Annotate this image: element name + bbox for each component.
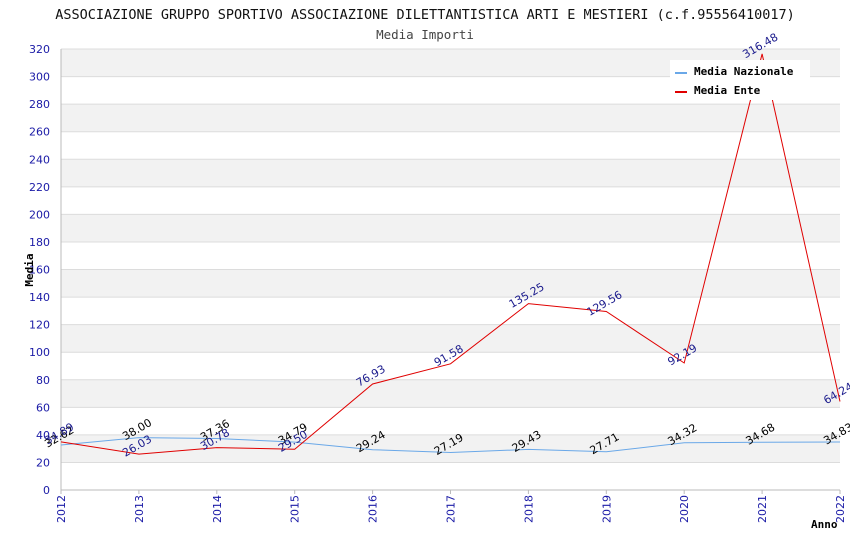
grid-band <box>61 186 840 215</box>
grid-band <box>61 379 840 408</box>
grid-band <box>61 214 840 242</box>
x-tick-label: 2018 <box>522 495 535 523</box>
y-tick-label: 0 <box>43 484 50 497</box>
grid-band <box>61 324 840 353</box>
x-tick-label: 2016 <box>367 495 380 523</box>
y-tick-label: 100 <box>29 346 50 359</box>
y-axis-label: Media <box>23 253 36 286</box>
y-tick-label: 80 <box>36 374 50 387</box>
x-tick-labels: 2012 2013 2014 2015 2016 2017 2018 2019 2020 2021… <box>55 495 847 523</box>
x-tick-label: 2021 <box>756 495 769 523</box>
grid-band <box>61 407 840 435</box>
grid-lines <box>61 48 840 491</box>
y-tick-label: 40 <box>36 429 50 442</box>
x-tick-label: 2015 <box>289 495 302 523</box>
y-tick-label: 220 <box>29 181 50 194</box>
axes <box>60 49 841 494</box>
x-tick-label: 2014 <box>211 495 224 523</box>
grid-band <box>61 297 840 325</box>
y-tick-label: 280 <box>29 98 50 111</box>
y-tick-labels: 0 20 40 60 80 100 120 140 160 180 200 220 240 260 280 3… <box>29 43 50 497</box>
grid-band <box>61 131 840 160</box>
x-tick-label: 2019 <box>600 495 613 523</box>
grid-band <box>61 462 840 490</box>
y-tick-label: 320 <box>29 43 50 56</box>
x-tick-label: 2012 <box>55 495 68 523</box>
y-tick-label: 300 <box>29 71 50 84</box>
series-line-media-ente <box>60 53 841 455</box>
legend: Media Nazionale Media Ente <box>670 60 810 100</box>
y-tick-label: 60 <box>36 401 50 414</box>
chart-subtitle: Media Importi <box>376 27 474 42</box>
grid-band <box>61 434 840 463</box>
y-tick-label: 200 <box>29 208 50 221</box>
grid-band <box>61 104 840 132</box>
grid-bands <box>61 49 840 490</box>
x-tick-label: 2013 <box>133 495 146 523</box>
x-tick-label: 2022 <box>834 495 847 523</box>
y-tick-label: 140 <box>29 291 50 304</box>
y-tick-label: 20 <box>36 456 50 469</box>
x-axis-label: Anno <box>811 518 838 531</box>
series-lines <box>60 53 841 455</box>
x-tick-label: 2020 <box>678 495 691 523</box>
x-tick-label: 2017 <box>445 495 458 523</box>
grid-band <box>61 159 840 187</box>
chart-title: ASSOCIAZIONE GRUPPO SPORTIVO ASSOCIAZION… <box>55 7 795 23</box>
legend-label-nazionale: Media Nazionale <box>694 65 794 78</box>
grid-band <box>61 269 840 298</box>
y-tick-label: 180 <box>29 236 50 249</box>
y-tick-label: 160 <box>29 264 50 277</box>
y-tick-label: 240 <box>29 153 50 166</box>
series-line-media-nazionale <box>60 437 841 454</box>
y-tick-label: 260 <box>29 126 50 139</box>
grid-band <box>61 241 840 270</box>
grid-band <box>61 352 840 380</box>
legend-label-ente: Media Ente <box>694 84 761 97</box>
y-tick-label: 120 <box>29 319 50 332</box>
